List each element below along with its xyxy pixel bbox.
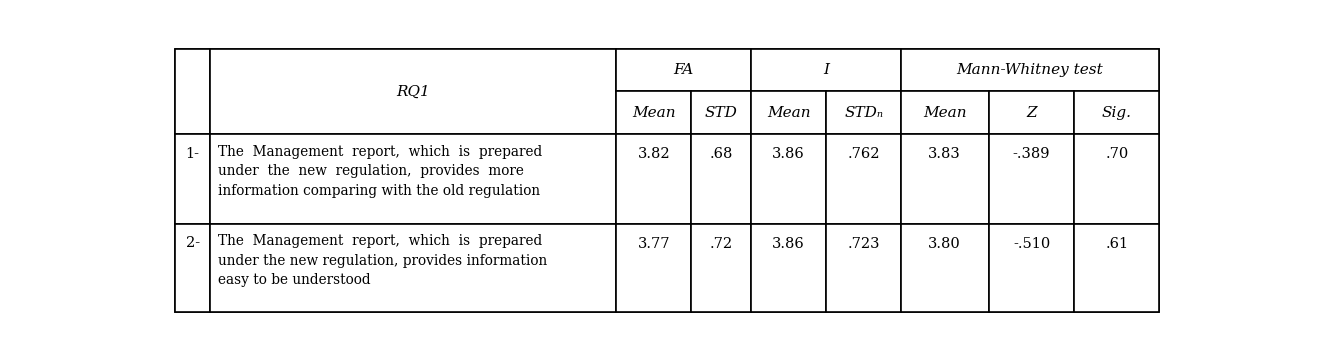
Text: Sig.: Sig.: [1102, 106, 1131, 120]
Text: .72: .72: [710, 237, 732, 251]
Bar: [1074, 91, 1159, 134]
Bar: [900, 91, 988, 134]
Text: Z: Z: [1026, 106, 1037, 120]
Bar: [751, 49, 900, 91]
Bar: [616, 224, 691, 312]
Text: 3.86: 3.86: [772, 237, 804, 251]
Text: FA: FA: [674, 63, 694, 77]
Text: STD: STD: [704, 106, 738, 120]
Text: 3.82: 3.82: [638, 147, 670, 162]
Bar: [175, 134, 211, 224]
Bar: [616, 49, 751, 91]
Bar: [900, 134, 988, 224]
Text: RQ1: RQ1: [396, 85, 430, 99]
Bar: [1074, 224, 1159, 312]
Bar: [211, 49, 616, 134]
Bar: [691, 134, 751, 224]
Text: 3.83: 3.83: [928, 147, 960, 162]
Bar: [616, 134, 691, 224]
Text: Mann-Whitney test: Mann-Whitney test: [956, 63, 1103, 77]
Bar: [1074, 134, 1159, 224]
Bar: [175, 224, 211, 312]
Bar: [751, 224, 826, 312]
Text: -.389: -.389: [1013, 147, 1050, 162]
Text: -.510: -.510: [1013, 237, 1050, 251]
Text: 3.80: 3.80: [928, 237, 960, 251]
Bar: [751, 134, 826, 224]
Bar: [988, 91, 1074, 134]
Bar: [616, 91, 691, 134]
Text: information comparing with the old regulation: information comparing with the old regul…: [219, 184, 540, 198]
Text: Mean: Mean: [632, 106, 675, 120]
Text: 1-: 1-: [185, 146, 200, 161]
Bar: [988, 134, 1074, 224]
Text: .762: .762: [847, 147, 880, 162]
Bar: [900, 49, 1159, 91]
Text: .68: .68: [710, 147, 732, 162]
Bar: [691, 224, 751, 312]
Bar: [826, 224, 900, 312]
Text: 3.86: 3.86: [772, 147, 804, 162]
Text: Mean: Mean: [767, 106, 811, 120]
Text: under the new regulation, provides information: under the new regulation, provides infor…: [219, 254, 548, 268]
Bar: [211, 224, 616, 312]
Text: 3.77: 3.77: [638, 237, 670, 251]
Text: Mean: Mean: [923, 106, 967, 120]
Text: easy to be understood: easy to be understood: [219, 273, 371, 287]
Bar: [900, 224, 988, 312]
Text: .61: .61: [1106, 237, 1129, 251]
Bar: [826, 91, 900, 134]
Bar: [691, 91, 751, 134]
Bar: [988, 224, 1074, 312]
Text: STDₙ: STDₙ: [844, 106, 883, 120]
Text: 2-: 2-: [185, 236, 200, 250]
Text: .70: .70: [1106, 147, 1129, 162]
Bar: [175, 49, 211, 134]
Bar: [211, 134, 616, 224]
Bar: [751, 91, 826, 134]
Text: The  Management  report,  which  is  prepared: The Management report, which is prepared: [219, 145, 543, 159]
Bar: [826, 134, 900, 224]
Text: The  Management  report,  which  is  prepared: The Management report, which is prepared: [219, 234, 543, 248]
Text: .723: .723: [847, 237, 880, 251]
Text: I: I: [823, 63, 828, 77]
Text: under  the  new  regulation,  provides  more: under the new regulation, provides more: [219, 164, 524, 178]
